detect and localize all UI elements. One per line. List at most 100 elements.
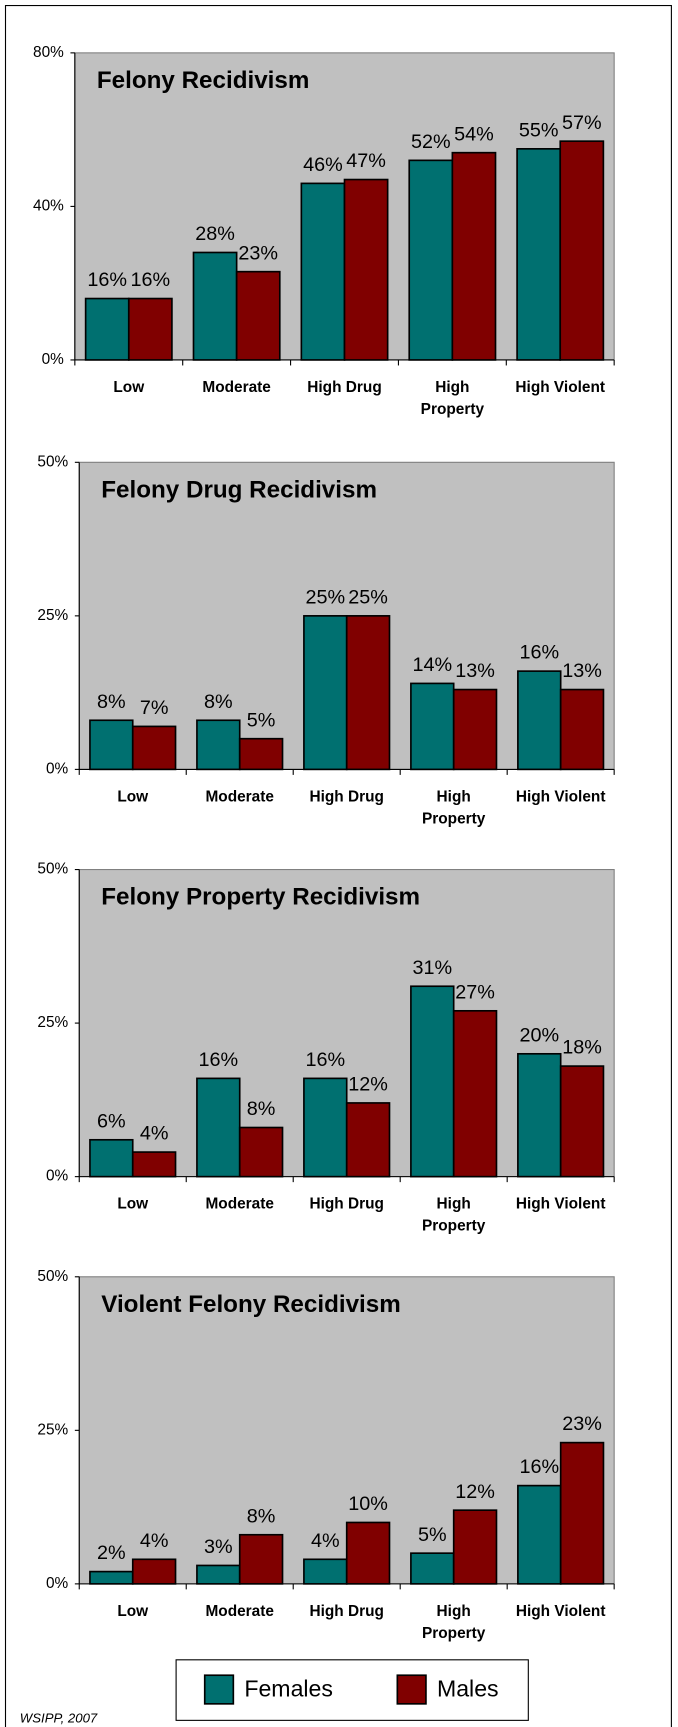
data-label: 16% [519,1456,559,1478]
bar [238,737,284,771]
bar [345,1521,391,1585]
data-label: 8% [247,1505,276,1527]
bar [303,1077,348,1178]
footer: WSIPP, 2007 [20,1711,98,1726]
x-tick-label: Low [117,1194,149,1212]
data-label: 8% [204,691,233,713]
bar [196,719,241,771]
x-tick-label: High Property [421,1194,486,1234]
x-tick-label: High Violent [515,1194,606,1212]
legend-swatch [203,1674,235,1705]
data-label: 18% [562,1037,602,1059]
bar [410,1552,455,1585]
bar [410,682,455,771]
chart-title: Felony Recidivism [97,67,310,94]
bar [192,251,238,361]
x-tick-label-box: Moderate [205,1601,274,1620]
bar [559,1441,605,1585]
bar [517,670,562,771]
bar [345,1102,391,1178]
bar [559,140,605,361]
y-tick-label: 0% [46,1168,69,1185]
bar [303,615,348,771]
y-tick-label: 50% [37,861,68,878]
data-label: 16% [519,642,559,664]
y-tick-label: 40% [33,197,64,214]
data-label: 13% [455,660,495,682]
data-label: 57% [562,112,602,134]
x-tick-label: High Property [421,1601,486,1642]
y-tick-label: 50% [37,453,68,470]
data-label: 55% [519,119,559,141]
x-tick-label: High Violent [515,1601,606,1620]
bar [89,719,134,771]
data-label: 6% [97,1110,126,1132]
y-tick-label: 25% [37,1014,68,1031]
bar [343,178,389,361]
x-tick-label-box: High Drug [307,377,382,396]
x-tick-label: Moderate [205,1601,274,1620]
x-tick-label: Low [117,787,149,805]
x-tick-label-box: High Property [422,787,485,827]
bar [303,1558,348,1585]
data-label: 46% [303,154,343,176]
x-tick-label-box: Low [117,1194,149,1212]
x-tick-label-box: High Drug [309,787,383,805]
data-label: 7% [140,697,169,719]
x-tick-label-box: Low [117,1601,149,1620]
y-tick-label: 0% [46,1575,69,1592]
y-tick-label: 80% [33,44,64,61]
chart-title: Violent Felony Recidivism [101,1291,401,1318]
x-tick-label: Moderate [202,377,271,396]
x-tick-label: High Drug [309,1601,384,1620]
y-tick-label: 0% [46,760,69,777]
data-label: 12% [455,1481,495,1503]
data-label: 10% [348,1493,388,1515]
x-tick-label-box: Low [117,787,149,805]
data-label: 16% [305,1049,345,1071]
bar [452,1009,498,1178]
x-tick-label: High Violent [515,787,606,805]
data-label: 16% [131,269,171,291]
bar [196,1564,241,1585]
bar [408,159,454,361]
page-border [4,4,672,1727]
chart-title: Felony Property Recidivism [101,884,420,911]
data-label: 5% [247,709,276,731]
x-tick-label-box: Moderate [205,787,273,805]
x-tick-label-box: High Violent [515,1601,606,1620]
data-label: 23% [562,1413,602,1435]
data-label: 4% [311,1530,340,1552]
bar [345,615,391,771]
x-tick-label: High Drug [309,1194,384,1212]
bar [131,725,177,771]
data-label: 16% [199,1049,239,1071]
data-label: 20% [519,1024,559,1046]
x-tick-label-box: High Violent [515,787,606,805]
data-label: 28% [195,223,235,245]
legend-label: Males [437,1676,499,1702]
bar [559,688,605,771]
bar [131,1151,177,1178]
legend-label: Females [244,1676,333,1702]
data-label: 16% [87,269,127,291]
x-tick-label-box: High Violent [515,377,606,396]
data-label: 12% [348,1074,388,1096]
bar [127,297,173,361]
x-tick-label-box: Moderate [202,377,271,396]
y-tick-label: 0% [42,351,65,368]
bar [452,1509,498,1585]
bar [235,270,281,361]
bar [131,1558,177,1585]
x-tick-label: Low [117,1601,149,1620]
x-tick-label: High Drug [307,377,382,396]
data-label: 52% [411,131,451,153]
bar [517,1052,562,1178]
data-label: 8% [97,691,126,713]
x-tick-label-box: Moderate [205,1194,273,1212]
bar [452,688,498,771]
chart-title: Felony Drug Recidivism [101,476,377,503]
x-tick-label: High Violent [515,377,606,396]
bar [410,985,455,1178]
